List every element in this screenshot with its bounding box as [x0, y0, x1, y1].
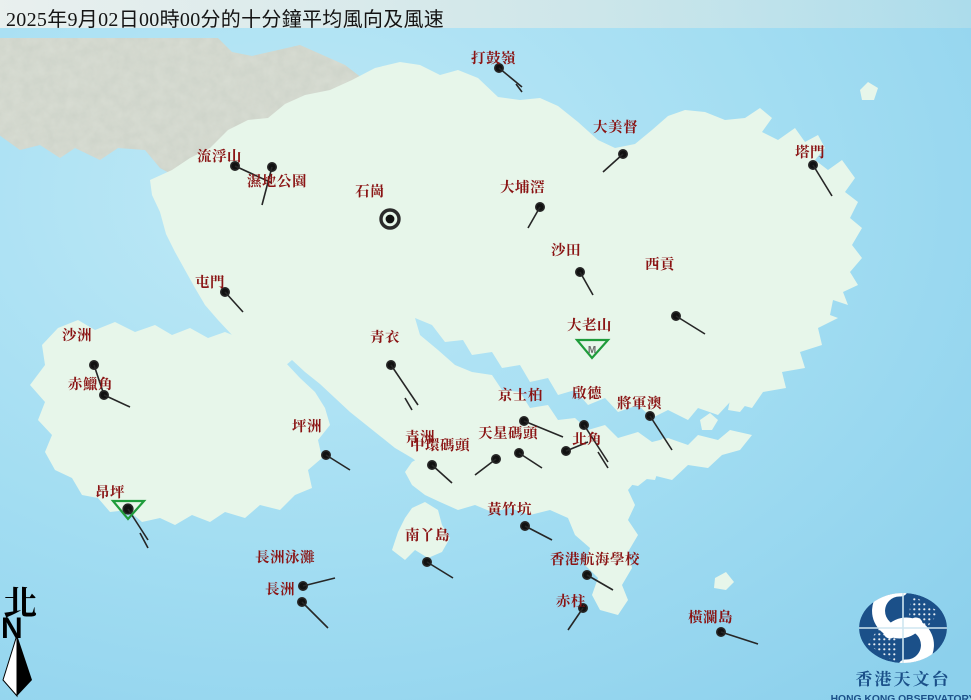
svg-text:將軍澳: 將軍澳 — [617, 392, 662, 413]
svg-text:沙洲: 沙洲 — [62, 324, 92, 345]
svg-text:屯門: 屯門 — [195, 271, 225, 292]
svg-text:昂坪: 昂坪 — [95, 481, 125, 502]
svg-text:南丫島: 南丫島 — [405, 524, 450, 545]
svg-text:M: M — [588, 345, 596, 356]
svg-text:坪洲: 坪洲 — [292, 415, 322, 436]
svg-text:西貢: 西貢 — [645, 253, 675, 274]
svg-text:北角: 北角 — [572, 428, 602, 449]
svg-text:打鼓嶺: 打鼓嶺 — [471, 47, 516, 68]
svg-text:大美督: 大美督 — [593, 116, 638, 137]
svg-text:HONG KONG OBSERVATORY: HONG KONG OBSERVATORY — [831, 694, 971, 700]
svg-text:赤柱: 赤柱 — [556, 590, 586, 611]
svg-text:中環碼頭: 中環碼頭 — [410, 434, 470, 455]
svg-text:大老山: 大老山 — [567, 314, 612, 335]
svg-text:濕地公園: 濕地公園 — [247, 170, 307, 191]
svg-text:香港天文台: 香港天文台 — [856, 665, 951, 690]
svg-text:塔門: 塔門 — [795, 141, 825, 162]
svg-text:橫瀾島: 橫瀾島 — [688, 606, 733, 627]
svg-text:石崗: 石崗 — [355, 180, 385, 201]
svg-text:大埔滘: 大埔滘 — [500, 176, 545, 197]
svg-text:N: N — [1, 612, 23, 645]
svg-text:啟德: 啟德 — [572, 382, 602, 403]
svg-text:天星碼頭: 天星碼頭 — [478, 422, 538, 443]
svg-text:黃竹坑: 黃竹坑 — [487, 498, 532, 519]
svg-text:青衣: 青衣 — [370, 326, 400, 347]
svg-text:長洲泳灘: 長洲泳灘 — [255, 546, 315, 567]
svg-text:京士柏: 京士柏 — [498, 384, 543, 405]
svg-text:赤鱲角: 赤鱲角 — [68, 373, 113, 394]
svg-text:長洲: 長洲 — [265, 578, 295, 599]
svg-text:沙田: 沙田 — [551, 239, 581, 260]
svg-text:流浮山: 流浮山 — [197, 145, 242, 166]
svg-text:香港航海學校: 香港航海學校 — [550, 548, 640, 569]
